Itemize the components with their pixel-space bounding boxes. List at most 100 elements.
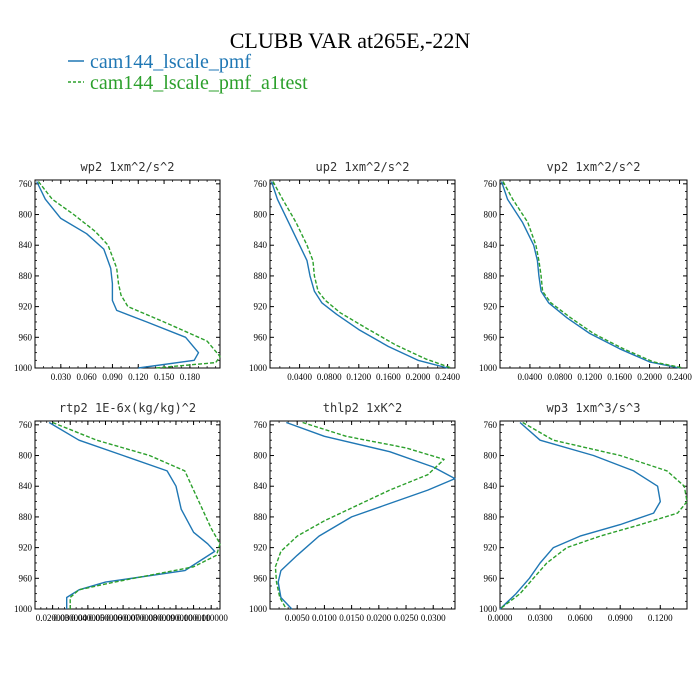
x-tick-label: 0.180 [180, 372, 201, 382]
series-line-cam144-lscale-pmf [500, 181, 680, 369]
series-line-cam144-lscale-pmf [48, 421, 216, 609]
y-tick-label: 840 [254, 240, 268, 250]
series-line-cam144-lscale-pmf-a1test [52, 421, 221, 609]
y-tick-label: 1000 [479, 604, 498, 614]
y-tick-label: 880 [19, 512, 33, 522]
y-tick-label: 920 [19, 302, 33, 312]
y-tick-label: 960 [254, 332, 268, 342]
y-tick-label: 800 [484, 451, 498, 461]
y-tick-label: 760 [19, 420, 33, 430]
y-tick-label: 920 [484, 302, 498, 312]
x-tick-label: 0.150 [154, 372, 175, 382]
y-tick-label: 960 [19, 332, 33, 342]
y-tick-label: 920 [254, 302, 268, 312]
panel-title: thlp2 1xK^2 [323, 401, 402, 415]
y-tick-label: 960 [484, 573, 498, 583]
panel-3: vp2 1xm^2/s^2 760 800 840 880 920 960 1000 0.040… [479, 160, 692, 382]
legend-label-2: cam144_lscale_pmf_a1test [90, 72, 308, 94]
y-tick-label: 840 [484, 240, 498, 250]
legend: cam144_lscale_pmf cam144_lscale_pmf_a1te… [68, 51, 308, 94]
legend-label-1: cam144_lscale_pmf [90, 51, 251, 73]
y-tick-label: 800 [484, 210, 498, 220]
x-tick-label: 0.060000 [106, 613, 140, 623]
chart-panels: wp2 1xm^2/s^2 760 800 840 880 920 960 1000 0.030… [14, 160, 692, 623]
x-tick-label: 0.110000 [194, 613, 228, 623]
y-tick-label: 760 [254, 179, 268, 189]
y-tick-label: 1000 [14, 363, 33, 373]
y-tick-label: 760 [484, 420, 498, 430]
y-tick-label: 880 [254, 512, 268, 522]
x-tick-label: 0.0800 [317, 372, 342, 382]
x-tick-label: 0.1600 [376, 372, 401, 382]
panel-frame [269, 179, 456, 369]
y-tick-label: 920 [484, 543, 498, 553]
y-tick-label: 800 [19, 451, 33, 461]
y-tick-label: 960 [19, 573, 33, 583]
y-tick-label: 880 [484, 271, 498, 281]
panel-frame [499, 179, 688, 369]
x-tick-label: 0.040000 [71, 613, 105, 623]
series-line-cam144-lscale-pmf-a1test [37, 181, 221, 369]
y-tick-label: 920 [19, 543, 33, 553]
x-tick-label: 0.0050 [285, 613, 310, 623]
x-tick-label: 0.0200 [366, 613, 391, 623]
y-tick-label: 760 [19, 179, 33, 189]
x-tick-label: 0.0600 [568, 613, 593, 623]
series-line-cam144-lscale-pmf [277, 421, 456, 610]
y-tick-label: 1000 [479, 363, 498, 373]
y-tick-label: 800 [254, 210, 268, 220]
y-tick-label: 840 [254, 481, 268, 491]
figure-title: CLUBB VAR at265E,-22N [230, 28, 471, 53]
y-tick-label: 1000 [249, 604, 268, 614]
x-tick-label: 0.0300 [421, 613, 446, 623]
y-tick-label: 800 [19, 210, 33, 220]
y-tick-label: 960 [254, 573, 268, 583]
x-tick-label: 0.080000 [141, 613, 175, 623]
x-tick-label: 0.090000 [159, 613, 193, 623]
panel-title: wp3 1xm^3/s^3 [547, 401, 641, 415]
x-tick-label: 0.050000 [89, 613, 123, 623]
y-tick-label: 880 [19, 271, 33, 281]
series-line-cam144-lscale-pmf [36, 181, 200, 369]
series-line-cam144-lscale-pmf [499, 421, 661, 610]
x-tick-label: 0.0300 [528, 613, 553, 623]
panel-2: up2 1xm^2/s^2 760 800 840 880 920 960 1000 0.040… [249, 160, 460, 382]
x-tick-label: 0.120 [128, 372, 149, 382]
series-line-cam144-lscale-pmf [270, 181, 448, 369]
panel-6: wp3 1xm^3/s^3 760 800 840 880 920 960 10000.000… [479, 401, 688, 623]
x-tick-label: 0.100000 [177, 613, 211, 623]
x-tick-label: 0.1200 [346, 372, 371, 382]
y-tick-label: 760 [254, 420, 268, 430]
y-tick-label: 1000 [249, 363, 268, 373]
panel-frame [34, 420, 221, 610]
x-tick-label: 0.0800 [547, 372, 572, 382]
y-tick-label: 960 [484, 332, 498, 342]
x-tick-label: 0.070000 [124, 613, 158, 623]
x-tick-label: 0.0900 [608, 613, 633, 623]
x-tick-label: 0.2000 [406, 372, 431, 382]
series-line-cam144-lscale-pmf-a1test [272, 181, 452, 369]
x-tick-label: 0.0100 [312, 613, 337, 623]
y-tick-label: 920 [254, 543, 268, 553]
y-tick-label: 880 [484, 512, 498, 522]
x-tick-label: 0.0150 [339, 613, 364, 623]
y-tick-label: 840 [19, 481, 33, 491]
x-tick-label: 0.2400 [435, 372, 460, 382]
panel-1: wp2 1xm^2/s^2 760 800 840 880 920 960 1000 0.030… [14, 160, 221, 382]
x-tick-label: 0.0400 [518, 372, 543, 382]
x-tick-label: 0.0000 [488, 613, 513, 623]
x-tick-label: 0.1200 [577, 372, 602, 382]
y-tick-label: 840 [484, 481, 498, 491]
y-tick-label: 1000 [14, 604, 33, 614]
panel-title: rtp2 1E-6x(kg/kg)^2 [59, 401, 196, 415]
x-tick-label: 0.030 [51, 372, 72, 382]
series-line-cam144-lscale-pmf-a1test [502, 181, 684, 369]
panel-4: rtp2 1E-6x(kg/kg)^2 760 800 840 880 920 960 100… [14, 401, 228, 623]
panel-frame [34, 179, 221, 369]
series-line-cam144-lscale-pmf-a1test [274, 421, 445, 610]
x-tick-label: 0.2000 [637, 372, 662, 382]
panel-title: up2 1xm^2/s^2 [316, 160, 410, 174]
x-tick-label: 0.0400 [287, 372, 312, 382]
